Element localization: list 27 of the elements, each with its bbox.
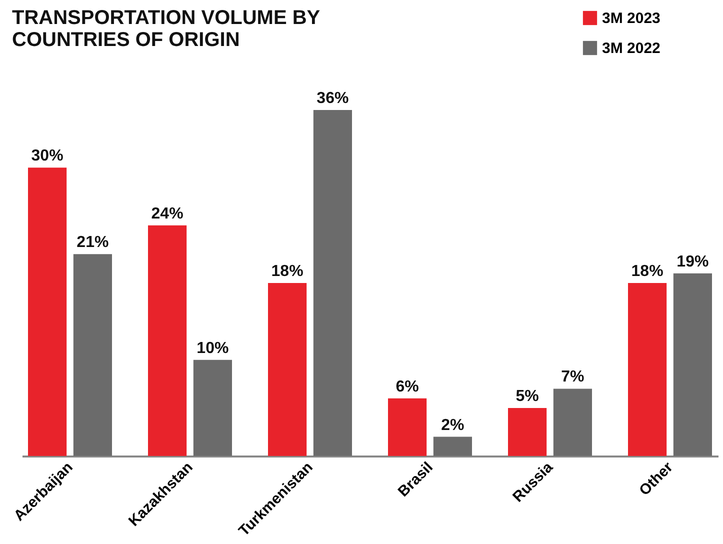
bar xyxy=(508,408,547,456)
data-label: 7% xyxy=(561,368,584,386)
data-label: 10% xyxy=(196,340,229,357)
bar xyxy=(313,110,352,456)
data-label: 19% xyxy=(676,253,709,270)
bar xyxy=(628,283,667,456)
bar xyxy=(388,398,427,456)
bar xyxy=(673,273,712,456)
bar xyxy=(268,283,307,456)
bar xyxy=(193,360,232,456)
data-label: 30% xyxy=(31,148,64,165)
legend-label: 3M 2022 xyxy=(602,40,660,57)
legend-label: 3M 2023 xyxy=(602,10,660,27)
bar xyxy=(148,225,187,456)
bar xyxy=(73,254,112,456)
data-label: 5% xyxy=(516,388,539,405)
data-label: 21% xyxy=(76,234,109,252)
data-label: 18% xyxy=(271,263,304,280)
data-label: 2% xyxy=(441,416,464,434)
data-label: 24% xyxy=(151,205,184,222)
bar xyxy=(28,168,67,456)
bar xyxy=(553,388,592,456)
chart-title: TRANSPORTATION VOLUME BY COUNTRIES OF ORIGIN xyxy=(12,7,321,51)
bar xyxy=(433,436,472,456)
data-label: 18% xyxy=(631,263,664,280)
data-label: 36% xyxy=(316,90,349,107)
data-label: 6% xyxy=(396,378,419,396)
